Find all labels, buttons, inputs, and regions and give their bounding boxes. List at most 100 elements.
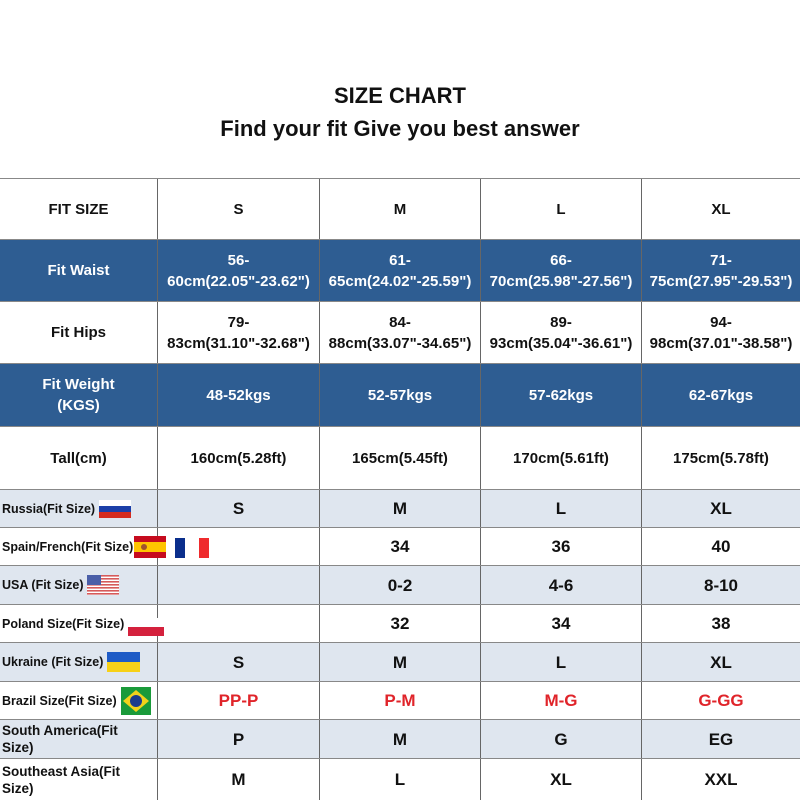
size-value: 38 — [711, 614, 731, 633]
size-value-cell: 84-88cm(33.07"-34.65") — [320, 302, 481, 363]
ukraine-flag-icon — [107, 652, 141, 672]
size-value: G-GG — [698, 691, 744, 710]
size-value-cell: 52-57kgs — [320, 364, 481, 426]
size-value: 34 — [390, 537, 410, 556]
row-label-cell: Russia(Fit Size) — [0, 490, 158, 527]
country-row: Ukraine (Fit Size) S M L XL — [0, 642, 800, 681]
row-label: Russia(Fit Size) — [2, 501, 96, 516]
size-value: 160cm(5.28ft) — [190, 449, 287, 467]
size-value: EG — [708, 729, 734, 749]
size-value-cell: XL — [642, 490, 800, 527]
row-label: South America(Fit Size) — [2, 723, 118, 755]
country-row: South America(Fit Size) P M G EG — [0, 719, 800, 758]
brazil-flag-icon — [120, 686, 151, 715]
row-label: Fit Waist — [47, 262, 110, 279]
size-value: L — [394, 770, 406, 789]
size-value-cell: M — [158, 759, 320, 800]
size-value: 62-67kgs — [688, 386, 754, 404]
size-value-cell: PP-P — [158, 682, 320, 719]
size-value: 36 — [551, 537, 571, 556]
size-value: S — [232, 652, 245, 672]
chart-title: SIZE CHART — [334, 83, 466, 108]
size-value: 34 — [551, 614, 571, 633]
size-value: 57-62kgs — [528, 386, 594, 404]
row-label: Fit Weight (KGS) — [42, 376, 115, 414]
row-label: Brazil Size(Fit Size) — [2, 693, 117, 708]
size-value: XL — [550, 770, 572, 789]
size-value-cell: 79-83cm(31.10"-32.68") — [158, 302, 320, 363]
size-value-cell: 71-75cm(27.95"-29.53") — [642, 240, 800, 301]
size-value-cell — [158, 528, 320, 565]
size-value: PP-P — [218, 691, 259, 710]
size-value-cell: XL — [481, 759, 642, 800]
row-label-cell: Fit Hips — [0, 302, 158, 363]
header-row: FIT SIZE S M L XL — [0, 178, 800, 239]
size-value-cell: M — [320, 490, 481, 527]
size-value: 56-60cm(22.05"-23.62") — [167, 251, 310, 290]
column-header-label: L — [556, 200, 566, 218]
size-value: XL — [710, 652, 732, 672]
size-value: XL — [710, 499, 732, 518]
size-value: 0-2 — [387, 575, 413, 595]
size-value: G — [554, 729, 568, 749]
row-label-cell: Spain/French(Fit Size) — [0, 528, 210, 565]
size-value-cell: 40 — [642, 528, 800, 565]
size-value-cell: 175cm(5.78ft) — [642, 427, 800, 489]
size-value-cell: L — [481, 490, 642, 527]
size-value: 32 — [390, 614, 410, 633]
size-value-cell: 8-10 — [642, 566, 800, 604]
measure-row: Fit Weight (KGS) 48-52kgs 52-57kgs 57-62kgs… — [0, 363, 800, 426]
size-value-cell: 61-65cm(24.02"-25.59") — [320, 240, 481, 301]
row-label-cell: Southeast Asia(Fit Size) — [0, 759, 158, 800]
row-label: Spain/French(Fit Size) — [2, 539, 134, 554]
size-value: 84-88cm(33.07"-34.65") — [328, 313, 472, 352]
row-label-cell: Tall(cm) — [0, 427, 158, 489]
measure-row: Fit Hips 79-83cm(31.10"-32.68") 84-88cm(33… — [0, 301, 800, 363]
row-label: Southeast Asia(Fit Size) — [2, 763, 121, 796]
size-value-cell: M-G — [481, 682, 642, 719]
size-value-cell: 34 — [320, 528, 481, 565]
size-value: L — [555, 499, 567, 518]
country-row: Spain/French(Fit Size) 34 36 40 — [0, 527, 800, 565]
size-value-cell: XXL — [642, 759, 800, 800]
size-value-cell — [158, 605, 320, 642]
size-value: M — [392, 652, 408, 672]
size-value-cell — [158, 566, 320, 604]
size-value: 52-57kgs — [367, 386, 433, 404]
size-value: 61-65cm(24.02"-25.59") — [328, 251, 472, 290]
country-row: Poland Size(Fit Size) 32 34 38 — [0, 604, 800, 642]
size-value-cell: M — [320, 720, 481, 758]
size-value-cell: 57-62kgs — [481, 364, 642, 426]
size-value: 40 — [711, 537, 731, 556]
russia-flag-icon — [99, 499, 132, 518]
size-value-cell: 32 — [320, 605, 481, 642]
country-row: Brazil Size(Fit Size) PP-P P-M M-G G-GG — [0, 681, 800, 719]
size-value-cell: 160cm(5.28ft) — [158, 427, 320, 489]
size-value: M — [392, 499, 408, 518]
size-value: 94-98cm(37.01"-38.58") — [649, 313, 793, 352]
column-header-label: XL — [711, 200, 731, 218]
size-value-cell: L — [320, 759, 481, 800]
column-header-size: M — [320, 179, 481, 239]
column-header-fit-size: FIT SIZE — [0, 179, 158, 239]
size-value-cell: 170cm(5.61ft) — [481, 427, 642, 489]
row-label-cell: Poland Size(Fit Size) — [0, 605, 165, 642]
poland-flag-icon — [128, 617, 165, 636]
size-value: 48-52kgs — [206, 386, 271, 404]
size-value: M-G — [544, 691, 578, 710]
usa-flag-icon — [87, 575, 120, 595]
size-value-cell: 36 — [481, 528, 642, 565]
size-value: 175cm(5.78ft) — [673, 449, 769, 467]
row-label-cell: Fit Weight (KGS) — [0, 364, 158, 426]
size-value: M — [231, 770, 246, 789]
row-label-cell: Ukraine (Fit Size) — [0, 643, 158, 681]
size-value: XXL — [704, 770, 738, 789]
size-value-cell: 34 — [481, 605, 642, 642]
column-header-size: XL — [642, 179, 800, 239]
size-value: P-M — [384, 691, 416, 710]
size-value: 71-75cm(27.95"-29.53") — [649, 251, 793, 290]
size-value-cell: M — [320, 643, 481, 681]
column-header-label: FIT SIZE — [48, 200, 109, 218]
row-label-cell: Fit Waist — [0, 240, 158, 301]
size-value-cell: XL — [642, 643, 800, 681]
